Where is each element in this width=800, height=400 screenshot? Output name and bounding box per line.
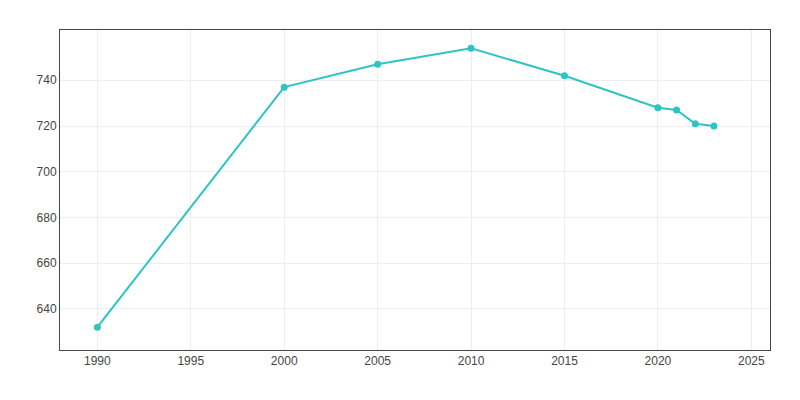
svg-text:2005: 2005 — [364, 354, 391, 368]
svg-text:640: 640 — [37, 302, 57, 316]
svg-text:2020: 2020 — [645, 354, 672, 368]
svg-text:700: 700 — [37, 165, 57, 179]
svg-text:660: 660 — [37, 256, 57, 270]
svg-text:1990: 1990 — [84, 354, 111, 368]
svg-text:1995: 1995 — [177, 354, 204, 368]
svg-text:2010: 2010 — [458, 354, 485, 368]
svg-text:680: 680 — [37, 211, 57, 225]
svg-text:720: 720 — [37, 119, 57, 133]
svg-text:2000: 2000 — [271, 354, 298, 368]
svg-text:2015: 2015 — [551, 354, 578, 368]
svg-text:740: 740 — [37, 73, 57, 87]
svg-text:2025: 2025 — [738, 354, 765, 368]
